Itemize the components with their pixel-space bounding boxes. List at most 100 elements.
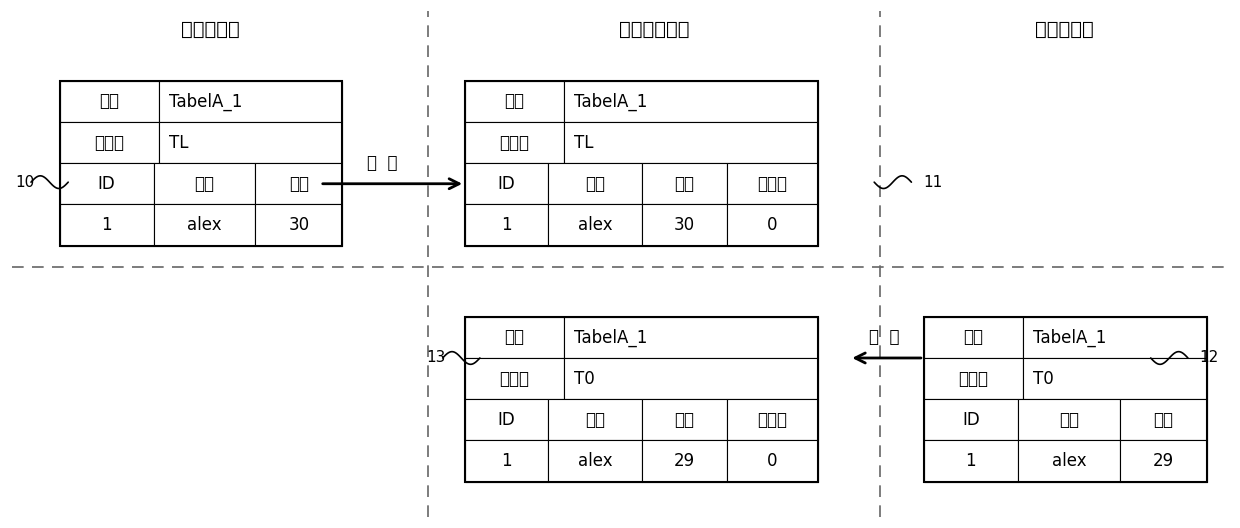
Text: 增量数据流: 增量数据流 [181, 20, 241, 39]
Text: 插  入: 插 入 [367, 154, 397, 172]
Text: ID: ID [98, 175, 115, 193]
Bar [255, 204, 342, 246]
Text: TabelA_1: TabelA_1 [1033, 328, 1106, 346]
Bar [1120, 440, 1207, 482]
Text: alex: alex [1052, 452, 1086, 470]
Text: 插  入: 插 入 [869, 328, 899, 346]
Text: 1: 1 [102, 216, 112, 234]
Bar [159, 81, 342, 122]
Text: TL: TL [574, 134, 594, 152]
Text: 姓名: 姓名 [585, 175, 605, 193]
Text: 1: 1 [501, 216, 512, 234]
Bar [727, 440, 818, 482]
Text: alex: alex [578, 216, 613, 234]
Bar [255, 163, 342, 204]
Bar [727, 204, 818, 246]
Bar [1023, 317, 1207, 358]
Bar [60, 81, 342, 246]
Bar [924, 440, 1018, 482]
Bar [924, 399, 1018, 440]
Text: 行键: 行键 [99, 92, 119, 110]
Text: 0: 0 [768, 452, 777, 470]
Bar [465, 163, 548, 204]
Bar [1018, 440, 1120, 482]
Text: 13: 13 [427, 351, 446, 365]
Bar [642, 163, 727, 204]
Bar [924, 358, 1023, 399]
Text: 10: 10 [15, 175, 35, 190]
Text: 年龄: 年龄 [675, 411, 694, 429]
Text: 时间戳: 时间戳 [500, 134, 529, 152]
Bar [465, 122, 564, 163]
Bar [924, 317, 1207, 482]
Text: 姓名: 姓名 [585, 411, 605, 429]
Text: 1: 1 [501, 452, 512, 470]
Text: 时间戳: 时间戳 [94, 134, 124, 152]
Bar [727, 399, 818, 440]
Text: 行键: 行键 [505, 92, 525, 110]
Bar [159, 122, 342, 163]
Text: 姓名: 姓名 [1059, 411, 1079, 429]
Text: alex: alex [578, 452, 613, 470]
Text: 姓名: 姓名 [195, 175, 215, 193]
Text: TabelA_1: TabelA_1 [169, 92, 242, 110]
Bar [642, 399, 727, 440]
Text: T0: T0 [1033, 370, 1054, 388]
Text: 30: 30 [288, 216, 310, 234]
Bar [465, 204, 548, 246]
Bar [60, 81, 159, 122]
Bar [60, 122, 159, 163]
Text: 年龄: 年龄 [289, 175, 309, 193]
Text: 行键: 行键 [505, 328, 525, 346]
Bar [548, 399, 642, 440]
Bar [642, 204, 727, 246]
Bar [60, 163, 154, 204]
Bar [154, 204, 255, 246]
Bar [465, 317, 818, 482]
Text: 1: 1 [966, 452, 976, 470]
Bar [465, 399, 548, 440]
Text: 时间戳: 时间戳 [500, 370, 529, 388]
Text: TL: TL [169, 134, 188, 152]
Bar [564, 317, 818, 358]
Bar [924, 317, 1023, 358]
Text: alex: alex [187, 216, 222, 234]
Text: 行键: 行键 [963, 328, 983, 346]
Bar [564, 358, 818, 399]
Text: 年龄: 年龄 [675, 175, 694, 193]
Bar [60, 204, 154, 246]
Text: 时间戳: 时间戳 [959, 370, 988, 388]
Bar [548, 163, 642, 204]
Text: 30: 30 [673, 216, 696, 234]
Text: TabelA_1: TabelA_1 [574, 92, 647, 110]
Bar [1023, 358, 1207, 399]
Text: 0: 0 [768, 216, 777, 234]
Text: T0: T0 [574, 370, 595, 388]
Bar [465, 81, 564, 122]
Bar [642, 440, 727, 482]
Bar [727, 163, 818, 204]
Bar [548, 440, 642, 482]
Bar [548, 204, 642, 246]
Bar [465, 358, 564, 399]
Text: 29: 29 [673, 452, 696, 470]
Bar [1018, 399, 1120, 440]
Text: 大数据平台表: 大数据平台表 [620, 20, 689, 39]
Text: 状态码: 状态码 [758, 175, 787, 193]
Bar [564, 81, 818, 122]
Text: ID: ID [962, 411, 980, 429]
Text: ID: ID [497, 411, 516, 429]
Text: 11: 11 [923, 175, 942, 190]
Text: 12: 12 [1199, 351, 1219, 365]
Bar [154, 163, 255, 204]
Bar [1120, 399, 1207, 440]
Bar [465, 81, 818, 246]
Text: ID: ID [497, 175, 516, 193]
Text: 年龄: 年龄 [1153, 411, 1173, 429]
Bar [564, 122, 818, 163]
Text: 全量数据流: 全量数据流 [1034, 20, 1094, 39]
Text: 29: 29 [1152, 452, 1174, 470]
Bar [465, 317, 564, 358]
Text: 状态码: 状态码 [758, 411, 787, 429]
Text: TabelA_1: TabelA_1 [574, 328, 647, 346]
